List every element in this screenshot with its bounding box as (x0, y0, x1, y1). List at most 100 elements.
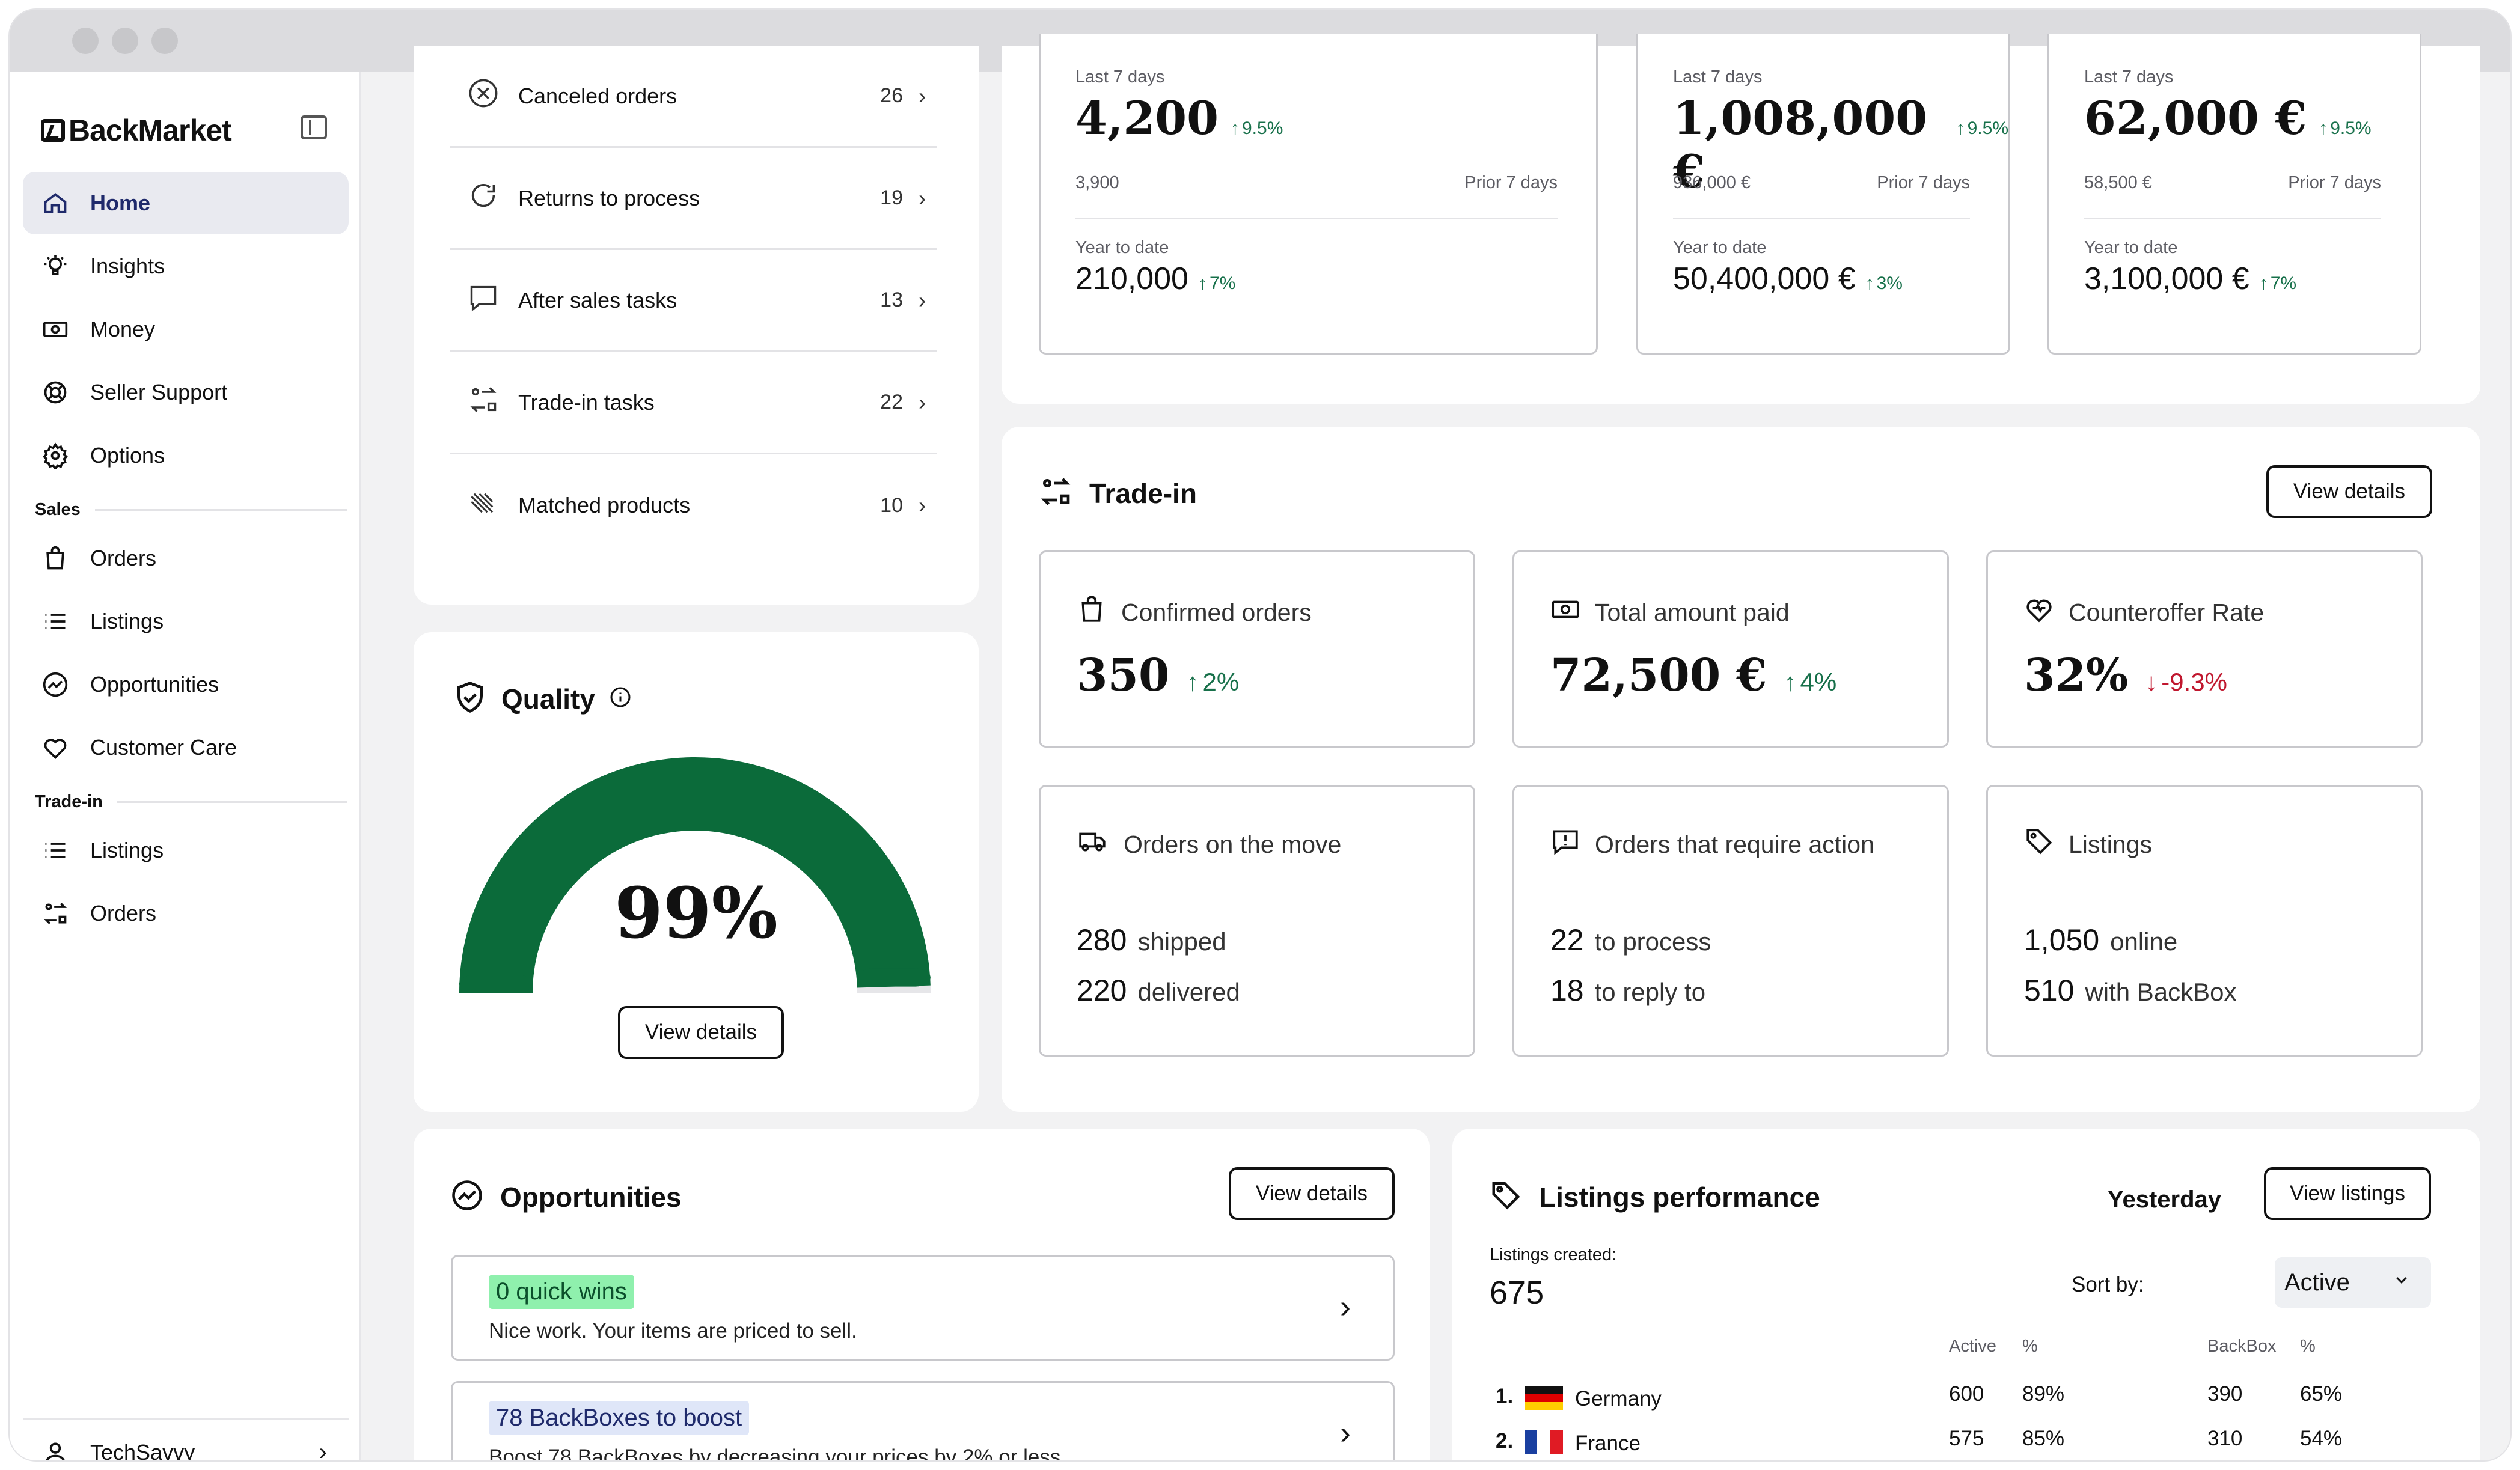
sort-select[interactable]: Active (2275, 1257, 2431, 1308)
task-count: 26 (880, 84, 903, 107)
sidebar-item-label: Insights (90, 254, 165, 278)
sidebar-item-tradein-listings[interactable]: Listings (23, 819, 349, 882)
quality-view-details-button[interactable]: View details (618, 1006, 784, 1059)
stat-value: 350 (1077, 650, 1170, 701)
window-close-dot[interactable] (72, 28, 99, 54)
stat-title: Confirmed orders (1121, 598, 1312, 626)
sidebar-item-orders[interactable]: Orders (23, 527, 349, 590)
sidebar-item-label: Customer Care (90, 735, 237, 760)
divider (1673, 218, 1970, 219)
backbox-pct: 54% (2300, 1427, 2343, 1450)
col-header-backbox: BackBox (2207, 1337, 2277, 1356)
up-arrow-icon: ↑ (1784, 668, 1797, 696)
summary-card-container: Last 7 days 4,200 ↑ 9.5% 3,900 Prior 7 d… (1002, 34, 2480, 404)
prior-value: 3,900 (1075, 173, 1119, 192)
tradein-listings[interactable]: Listings 1,050 online 510 with BackBox (1986, 785, 2423, 1057)
user-name: TechSavvy (90, 1439, 195, 1461)
stat-confirmed-orders: Confirmed orders 350 ↑ 2% (1039, 550, 1475, 748)
chat-bubble-icon (468, 282, 499, 319)
collapse-sidebar-icon[interactable] (301, 115, 327, 139)
summary-card-1: Last 7 days 4,200 ↑ 9.5% 3,900 Prior 7 d… (1039, 34, 1598, 355)
orders-require-action[interactable]: Orders that require action 22 to process… (1512, 785, 1949, 1057)
sidebar-item-listings[interactable]: Listings (23, 590, 349, 653)
truck-icon (1077, 826, 1109, 862)
prior-label: Prior 7 days (1877, 173, 1970, 192)
label: to process (1594, 927, 1711, 956)
sidebar-item-label: Home (90, 191, 151, 215)
summary-value: 1,008,000 € (1673, 91, 1928, 198)
gauge-fill (459, 757, 931, 993)
sidebar-item-home[interactable]: Home (23, 172, 349, 234)
ytd-label: Year to date (1075, 238, 1169, 257)
france-flag-icon (1525, 1430, 1563, 1454)
gauge-cap-right (857, 968, 931, 987)
sidebar-item-opportunities[interactable]: Opportunities (23, 653, 349, 716)
ytd-delta: 7% (1209, 273, 1236, 293)
tradein-view-details-button[interactable]: View details (2266, 465, 2432, 518)
brand-logo[interactable]: BackMarket (41, 113, 232, 148)
created-label: Listings created: (1490, 1245, 1617, 1264)
sidebar-item-money[interactable]: Money (23, 298, 349, 361)
active-count: 600 (1949, 1382, 1984, 1406)
sidebar-item-customer-care[interactable]: Customer Care (23, 716, 349, 779)
info-icon[interactable] (610, 686, 631, 711)
sidebar-item-tradein-orders[interactable]: Orders (23, 882, 349, 945)
task-row-tradein[interactable]: Trade-in tasks 22 › (450, 352, 937, 454)
up-arrow-icon: ↑ (1865, 273, 1874, 293)
value: 18 (1550, 974, 1584, 1007)
chevron-right-icon: › (1340, 1289, 1351, 1325)
window-maximize-dot[interactable] (151, 28, 178, 54)
task-label: After sales tasks (518, 287, 677, 313)
view-listings-button[interactable]: View listings (2264, 1167, 2431, 1220)
sidebar: BackMarket Home Insights Money Seller (10, 72, 361, 1460)
sidebar-item-label: Orders (90, 546, 157, 570)
home-icon (40, 188, 71, 219)
period-label[interactable]: Yesterday (2108, 1186, 2222, 1213)
summary-card-2: Last 7 days 1,008,000 € ↑ 9.5% 936,000 €… (1636, 34, 2010, 355)
opportunities-view-details-button[interactable]: View details (1229, 1167, 1395, 1220)
sidebar-item-seller-support[interactable]: Seller Support (23, 361, 349, 424)
period-label: Last 7 days (2084, 67, 2174, 87)
chevron-right-icon: › (919, 185, 926, 210)
opportunity-backboxes[interactable]: 78 BackBoxes to boost Boost 78 BackBoxes… (451, 1381, 1395, 1460)
task-row-after-sales[interactable]: After sales tasks 13 › (450, 250, 937, 352)
user-account-row[interactable]: TechSavvy › (23, 1418, 349, 1460)
task-row-matched-products[interactable]: Matched products 10 › (450, 454, 937, 557)
task-label: Matched products (518, 493, 691, 517)
ytd-value: 210,000 (1075, 261, 1188, 296)
window-minimize-dot[interactable] (112, 28, 138, 54)
sidebar-section-tradein: Trade-in (35, 792, 347, 812)
summary-value: 62,000 € (2084, 91, 2307, 145)
opportunity-quick-wins[interactable]: 0 quick wins Nice work. Your items are p… (451, 1255, 1395, 1361)
listings-performance-title: Listings performance (1539, 1181, 1820, 1213)
ytd-delta: 7% (2270, 273, 2297, 293)
stat-delta: 4% (1800, 668, 1837, 696)
quick-wins-tag: 0 quick wins (489, 1275, 634, 1309)
rank: 2. (1496, 1429, 1514, 1453)
user-icon (40, 1437, 71, 1460)
ytd-delta: 3% (1876, 273, 1903, 293)
task-row-canceled-orders[interactable]: Canceled orders 26 › (450, 46, 937, 148)
sort-value: Active (2284, 1269, 2350, 1296)
section-title: Sales (35, 500, 81, 519)
down-arrow-icon: ↓ (2145, 668, 2158, 696)
task-row-returns[interactable]: Returns to process 19 › (450, 148, 937, 250)
tradein-card: Trade-in View details Confirmed orders 3… (1002, 427, 2480, 1112)
stat-value: 32% (2024, 650, 2129, 701)
sidebar-item-options[interactable]: Options (23, 424, 349, 487)
sidebar-item-insights[interactable]: Insights (23, 235, 349, 297)
stat-value: 72,500 € (1550, 650, 1767, 701)
swap-icon (40, 898, 71, 929)
chevron-right-icon: › (919, 83, 926, 108)
chevron-right-icon: › (919, 389, 926, 415)
lifebuoy-icon (40, 377, 71, 408)
money-icon (40, 314, 71, 345)
period-label: Last 7 days (1075, 67, 1165, 87)
sidebar-item-label: Orders (90, 901, 157, 926)
gauge-cap-left (459, 975, 533, 993)
summary-card-3: Last 7 days 62,000 € ↑ 9.5% 58,500 € Pri… (2048, 34, 2421, 355)
orders-on-the-move[interactable]: Orders on the move 280 shipped 220 deliv… (1039, 785, 1475, 1057)
money-icon (1550, 594, 1580, 630)
lightbulb-icon (40, 251, 71, 282)
active-pct: 85% (2022, 1427, 2065, 1450)
